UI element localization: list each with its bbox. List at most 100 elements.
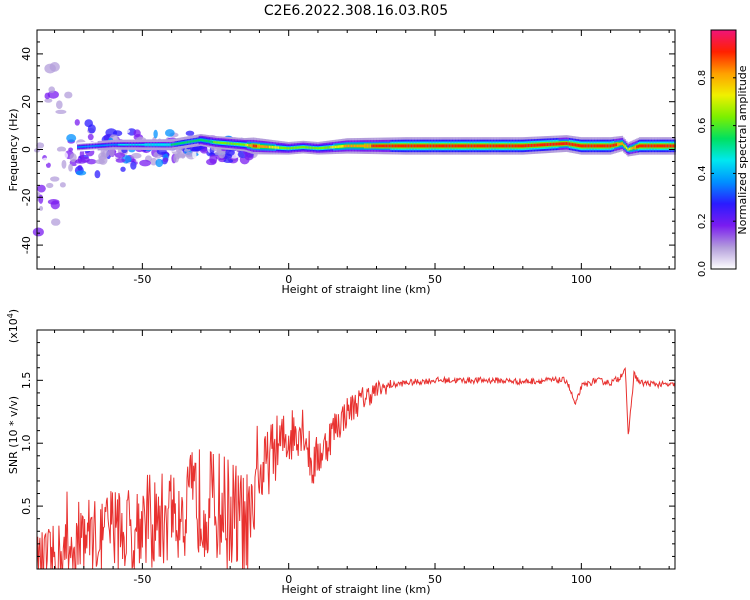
spectrogram-ridge-cell [175,143,177,145]
spectrogram-ridge-cell [435,144,438,148]
spectrogram-noise-blob [87,133,94,141]
spectrogram-ridge-cell [301,146,303,149]
colorbar-tick-label: 0.2 [697,213,708,229]
spectrogram-ridge-cell [189,140,192,143]
spectrogram-ridge-cell [78,146,81,148]
spectrogram-ridge-cell [504,144,507,148]
spectrogram-ridge-cell [491,144,493,148]
spectrogram-ridge-cell [542,143,545,147]
spectrogram-ridge-cell [284,146,287,150]
spectrogram-ridge-cell [97,144,100,147]
spectrogram-noise-blob [218,151,226,159]
spectrogram-ridge-cell [219,141,221,144]
x-tick-label: -50 [133,573,151,586]
spectrogram-ridge-cell [526,144,529,148]
spectrogram-ridge-cell [252,144,255,148]
spectrogram-ridge-cell [246,143,249,147]
spectrogram-noise-blob [45,162,51,168]
spectrogram-noise-blob [58,187,68,195]
spectrogram-ridge-cell [156,143,158,146]
spectrogram-ridge-cell [312,146,315,150]
spectrogram-ridge-cell [393,144,395,148]
spectrogram-ridge-cell [138,143,141,146]
spectrogram-ridge-cell [598,144,600,148]
spectrogram-ridge-cell [344,144,347,148]
spectrogram-ridge-cell [579,144,581,148]
spectrogram-noise-blob [56,100,63,110]
spectrogram-ridge-cell [658,144,660,148]
spectrogram-ridge-cell [520,144,523,148]
spectrogram-ridge-cell [328,146,331,149]
spectrogram-ridge-cell [517,144,520,148]
spectrogram-ridge-cell [383,144,385,148]
colorbar: 0.0 0.2 0.4 0.6 0.8 Normalized spectral ampl… [697,29,749,277]
spectrogram-ridge-cell [669,144,672,148]
snr-x-label: Height of straight line (km) [281,583,430,596]
spectrogram-ridge-cell [609,144,612,148]
spectrogram-ridge-cell [91,145,94,147]
spectrogram-noise-blob [46,182,54,189]
spectrogram-ridge-cell [273,146,275,149]
spectrogram-noise-blob [48,86,55,93]
spectrogram-noise-blob [38,194,44,204]
spectrogram-ridge-cell [337,145,340,148]
spectrogram-ridge-cell [630,147,632,150]
snr-y-multiplier: (x104) [6,309,20,343]
spectrogram-ridge-cell [353,144,356,148]
spectrogram-ridge-cell [397,144,400,148]
spectrogram-ridge-cell [365,144,368,148]
spectrogram-ridge-cell [318,147,321,150]
spectrogram-ridge-cell [631,146,634,150]
spectrogram-ridge-cell [453,144,455,148]
spectrogram-ridge-cell [587,144,590,148]
spectrogram-ridge-cell [384,144,387,148]
spectrogram-ridge-cell [213,141,215,144]
spectrogram-ridge-cell [536,143,539,147]
spectrogram-ridge-cell [121,143,123,146]
spectrogram-ridge-cell [198,139,201,142]
spectrogram-ridge-cell [549,142,552,146]
spectrogram-ridge-cell [352,144,354,148]
spectrogram-ridge-cell [327,146,329,149]
spectrogram-noise-blob [68,147,74,152]
spectrogram-ridge-cell [612,143,615,147]
spectrogram-ridge-cell [462,144,464,148]
spectrogram-ridge-cell [646,144,648,148]
spectrogram-ridge-cell [81,146,84,148]
spectrogram-ridge-cell [548,143,550,146]
y-tick-label: 0.5 [20,497,33,514]
spectrogram-noise-blob [185,151,193,158]
spectrogram-ridge-cell [346,144,349,148]
spectrogram-noise-blob [37,135,50,144]
spectrogram-ridge-cell [99,144,101,147]
spectrogram-ridge-cell [437,144,439,148]
spectrogram-noise-blob [94,170,101,179]
spectrogram-ridge-cell [558,142,561,146]
spectrogram-ridge-cell [249,144,252,147]
y-tick-label: 1.5 [20,372,33,390]
spectrogram-ridge-cell [331,145,334,149]
spectrogram-ridge-cell [271,145,274,149]
snr-y-ticks: 0.5 1.0 1.5 [20,342,675,557]
spectrogram-ridge-cell [551,142,553,146]
spectrogram-ridge-cell [406,144,409,148]
spectrogram-ridge-cell [402,144,404,148]
spectrogram-ridge-cell [554,142,556,146]
spectrogram-noise-blob [120,166,126,172]
spectrogram-ridge-cell [263,145,265,148]
spectrogram-ridge-cell [603,144,606,148]
spectrogram-ridge-cell [562,142,565,146]
colorbar-label: Normalized spectral amplitude [736,65,749,234]
colorbar-tick-label: 0.0 [697,261,708,277]
spectrogram-ridge-cell [617,143,619,146]
spectrogram-ridge-cell [625,146,628,150]
spectrogram-noise-blob [59,182,66,188]
spectrogram-ridge-cell [100,144,103,147]
spectrogram-ridge-cell [176,142,179,145]
spectrogram-ridge-cell [309,146,312,149]
spectrogram-ridge-cell [241,143,243,146]
spectrogram-noise-blob [115,158,126,163]
spectrogram-noise-blob [34,167,44,173]
spectrogram-noise-blob [66,134,77,143]
spectrogram-noise-blob [41,157,50,165]
